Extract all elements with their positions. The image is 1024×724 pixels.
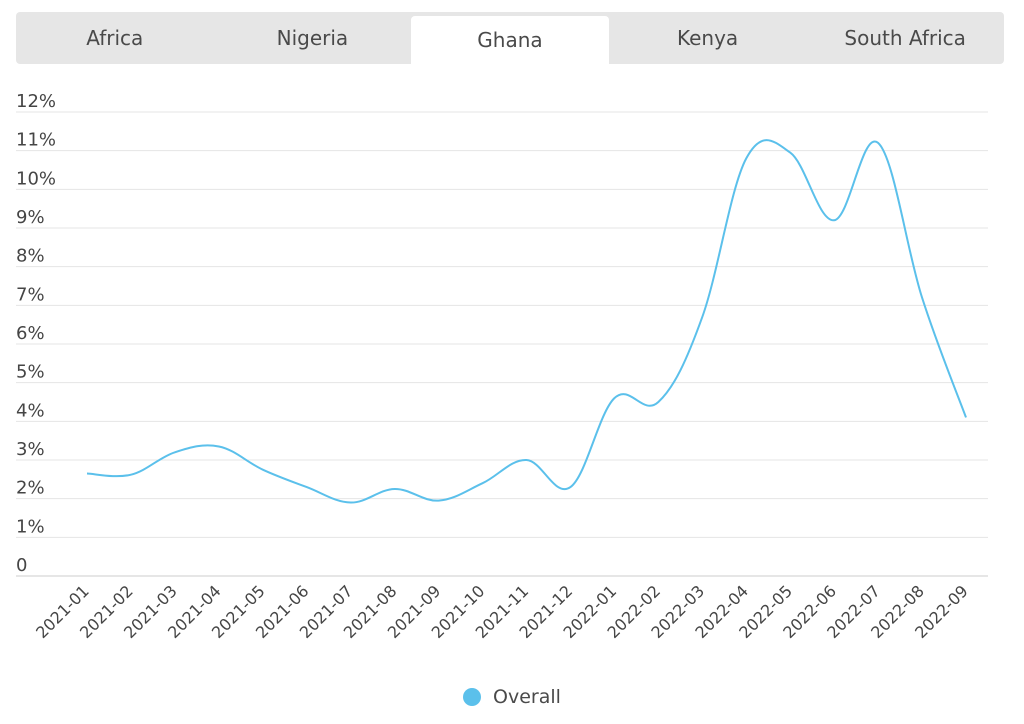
- data-point[interactable]: [698, 313, 706, 321]
- y-tick-label: 7%: [16, 284, 45, 305]
- y-tick-label: 9%: [16, 207, 45, 228]
- y-tick-label: 8%: [16, 246, 45, 267]
- y-tick-label: 10%: [16, 168, 56, 189]
- tab-ghana[interactable]: Ghana: [411, 16, 609, 64]
- legend-label-overall: Overall: [493, 686, 561, 708]
- y-tick-label: 1%: [16, 516, 45, 537]
- y-tick-label: 3%: [16, 439, 45, 460]
- y-tick-label: 5%: [16, 362, 45, 383]
- data-point[interactable]: [654, 398, 662, 406]
- y-tick-label: 4%: [16, 400, 45, 421]
- data-point[interactable]: [83, 470, 91, 478]
- data-point[interactable]: [918, 294, 926, 302]
- data-point[interactable]: [523, 456, 531, 464]
- series-line-overall[interactable]: [86, 139, 967, 504]
- y-tick-label: 12%: [16, 91, 56, 112]
- data-point[interactable]: [962, 413, 970, 421]
- data-point[interactable]: [303, 483, 311, 491]
- y-tick-label: 0: [16, 555, 27, 576]
- tab-south-africa[interactable]: South Africa: [844, 26, 966, 50]
- y-tick-label: 6%: [16, 323, 45, 344]
- data-point[interactable]: [874, 139, 882, 147]
- data-point[interactable]: [610, 394, 618, 402]
- data-point[interactable]: [347, 499, 355, 507]
- data-point[interactable]: [435, 497, 443, 505]
- data-point[interactable]: [479, 479, 487, 487]
- data-point[interactable]: [171, 448, 179, 456]
- data-point[interactable]: [259, 466, 267, 474]
- region-tabs: Africa Nigeria Ghana Kenya South Africa: [16, 12, 1004, 64]
- line-chart: 01%2%3%4%5%6%7%8%9%10%11%12%2021-012021-…: [16, 91, 988, 642]
- data-point[interactable]: [391, 485, 399, 493]
- y-tick-label: 2%: [16, 478, 45, 499]
- data-point[interactable]: [127, 471, 135, 479]
- tab-kenya[interactable]: Kenya: [676, 26, 739, 50]
- data-point[interactable]: [742, 154, 750, 162]
- data-point[interactable]: [566, 483, 574, 491]
- data-point[interactable]: [830, 216, 838, 224]
- tab-nigeria[interactable]: Nigeria: [276, 26, 349, 50]
- legend-swatch-overall: [463, 688, 482, 706]
- y-tick-label: 11%: [16, 130, 56, 151]
- data-point[interactable]: [215, 442, 223, 450]
- data-point[interactable]: [786, 149, 794, 157]
- tab-africa[interactable]: Africa: [86, 26, 144, 50]
- legend[interactable]: Overall: [0, 686, 1024, 708]
